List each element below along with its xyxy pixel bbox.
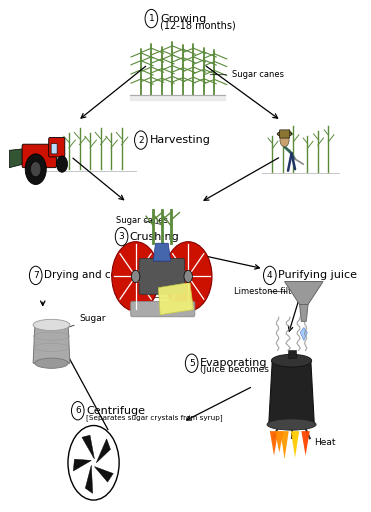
- Text: Limestone filter: Limestone filter: [234, 287, 300, 296]
- Polygon shape: [96, 439, 111, 463]
- Polygon shape: [300, 328, 307, 340]
- FancyBboxPatch shape: [22, 144, 56, 167]
- Text: 4: 4: [267, 271, 273, 280]
- Ellipse shape: [33, 319, 70, 331]
- Polygon shape: [270, 431, 278, 456]
- Ellipse shape: [277, 132, 292, 137]
- Circle shape: [30, 162, 41, 177]
- Polygon shape: [95, 466, 113, 482]
- Text: [Separates sugar crystals from syrup]: [Separates sugar crystals from syrup]: [86, 414, 223, 421]
- Text: Heat: Heat: [314, 438, 336, 447]
- FancyBboxPatch shape: [49, 138, 65, 157]
- Polygon shape: [158, 283, 193, 315]
- Text: 7: 7: [33, 271, 39, 280]
- Polygon shape: [291, 431, 299, 458]
- Polygon shape: [280, 431, 289, 459]
- Text: Harvesting: Harvesting: [150, 135, 210, 145]
- Text: Sugar canes: Sugar canes: [116, 216, 168, 225]
- Text: Centrifuge: Centrifuge: [86, 406, 145, 416]
- Ellipse shape: [272, 354, 312, 367]
- Polygon shape: [73, 459, 91, 471]
- Ellipse shape: [35, 358, 68, 368]
- FancyBboxPatch shape: [279, 130, 290, 138]
- Polygon shape: [269, 360, 314, 424]
- Text: (12-18 months): (12-18 months): [160, 20, 236, 30]
- Text: Drying and cooling: Drying and cooling: [44, 270, 143, 281]
- Circle shape: [68, 425, 119, 500]
- Ellipse shape: [267, 419, 316, 430]
- Polygon shape: [85, 465, 93, 494]
- Text: Sugar canes: Sugar canes: [210, 70, 284, 79]
- Text: Crushing: Crushing: [129, 231, 180, 242]
- Polygon shape: [300, 305, 308, 322]
- Polygon shape: [285, 282, 323, 305]
- Circle shape: [184, 270, 193, 283]
- Text: Sugar: Sugar: [63, 314, 106, 329]
- FancyBboxPatch shape: [288, 350, 296, 358]
- Circle shape: [280, 134, 289, 147]
- Text: Evaporating: Evaporating: [200, 358, 267, 368]
- FancyBboxPatch shape: [51, 144, 57, 154]
- Circle shape: [25, 154, 46, 184]
- Polygon shape: [275, 431, 283, 453]
- Polygon shape: [153, 243, 171, 261]
- Circle shape: [164, 242, 212, 311]
- Text: (Juice becomes syrup): (Juice becomes syrup): [200, 365, 300, 374]
- Circle shape: [131, 270, 140, 283]
- Text: 1: 1: [148, 14, 154, 23]
- Circle shape: [56, 156, 68, 172]
- Text: 5: 5: [189, 359, 194, 368]
- Polygon shape: [301, 431, 310, 456]
- Text: Growing: Growing: [160, 13, 206, 24]
- Polygon shape: [9, 149, 23, 167]
- Text: 6: 6: [75, 406, 81, 415]
- Circle shape: [112, 242, 160, 311]
- Text: Juice: Juice: [127, 291, 178, 301]
- FancyBboxPatch shape: [139, 259, 185, 294]
- FancyBboxPatch shape: [131, 302, 195, 317]
- Polygon shape: [82, 435, 95, 459]
- Polygon shape: [33, 325, 70, 363]
- Text: Purifying juice: Purifying juice: [278, 270, 357, 281]
- Text: 3: 3: [119, 232, 124, 241]
- Text: 2: 2: [138, 136, 144, 144]
